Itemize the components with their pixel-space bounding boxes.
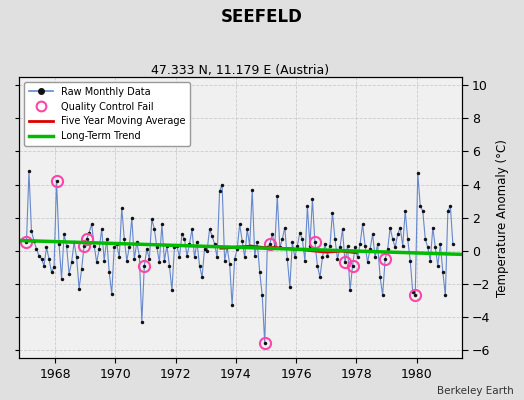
Legend: Raw Monthly Data, Quality Control Fail, Five Year Moving Average, Long-Term Tren: Raw Monthly Data, Quality Control Fail, … [24, 82, 190, 146]
Y-axis label: Temperature Anomaly (°C): Temperature Anomaly (°C) [496, 139, 509, 296]
Text: SEEFELD: SEEFELD [221, 8, 303, 26]
Text: Berkeley Earth: Berkeley Earth [437, 386, 514, 396]
Title: 47.333 N, 11.179 E (Austria): 47.333 N, 11.179 E (Austria) [151, 64, 330, 77]
